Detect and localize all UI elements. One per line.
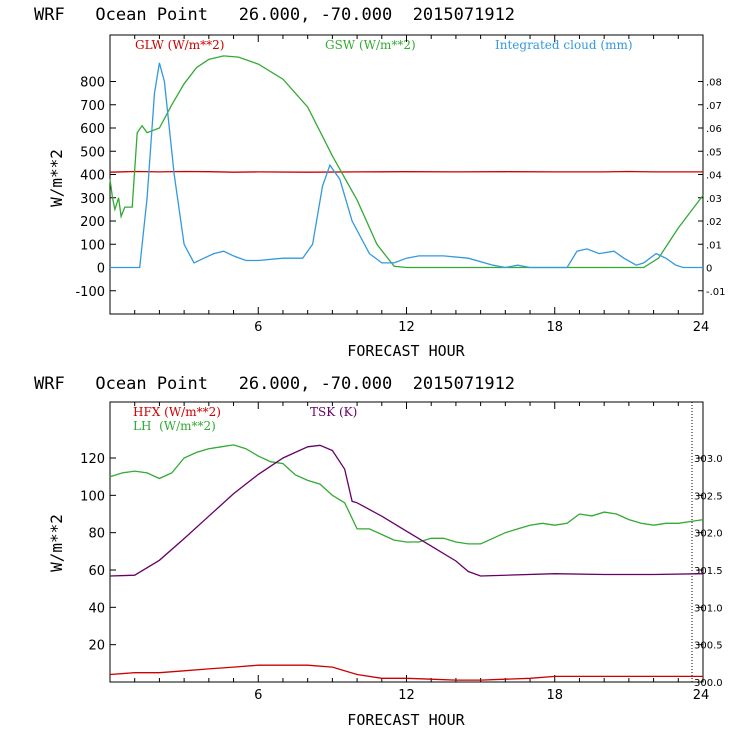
chart-1-y-tick-label: 300 [80, 192, 105, 207]
chart-1-legend-gsw: GSW (W/m**2) [325, 38, 416, 52]
chart-2-legend-lh: LH (W/m**2) [133, 419, 216, 433]
chart-1-y2-tick-label: .03 [706, 194, 722, 205]
chart-2-y-tick-label: 100 [80, 489, 105, 504]
chart-1-ticks: 6 12 18 24 -100 0 100 200 300 400 500 600 700 800 -.01… [75, 35, 726, 335]
chart-2-x-tick-label: 6 [254, 688, 262, 703]
chart-1-y-tick-label: 700 [80, 99, 105, 114]
chart-2-x-axis-label: FORECAST HOUR [347, 711, 465, 729]
chart-1-y-tick-label: -100 [75, 285, 105, 300]
chart-2-y-axis-label: W/m**2 [47, 514, 66, 572]
chart-1-series-glw-line [109, 170, 703, 173]
chart-1-y2-tick-label: .01 [706, 240, 722, 251]
chart-2-y-tick-label: 60 [88, 564, 105, 579]
chart-2-series-tsk-line [109, 444, 704, 577]
chart-2-y2-tick-label: 302.0 [694, 529, 723, 540]
chart-1-y-tick-label: 100 [80, 238, 105, 253]
chart-2-y-tick-label: 40 [88, 601, 105, 616]
chart-2-y2-tick-label: 300.5 [694, 641, 723, 652]
chart-1-y2-tick-label: .05 [706, 147, 722, 158]
chart-1-series [109, 55, 704, 269]
chart-2-y2-tick-label: 300.0 [694, 678, 723, 689]
chart-1-y2-tick-label: -.01 [706, 287, 726, 298]
chart-1-y-tick-label: 0 [97, 262, 105, 277]
chart-1-x-tick-label: 12 [398, 320, 415, 335]
chart-2-series-hfx-line [109, 664, 703, 681]
chart-1-series-integrated-line [110, 62, 703, 269]
chart-2-title: WRF Ocean Point 26.000, -70.000 20150719… [34, 374, 515, 394]
chart-1-y2-tick-label: .06 [706, 124, 722, 135]
chart-2-y2-tick-label: 301.5 [694, 566, 723, 577]
chart-2-y2-tick-label: 303.0 [694, 454, 723, 465]
chart-2-x-tick-label: 24 [693, 688, 710, 703]
chart-1-x-tick-label: 6 [254, 320, 262, 335]
chart-1-x-axis-label: FORECAST HOUR [347, 342, 465, 360]
chart-1-y-tick-label: 800 [80, 76, 105, 91]
chart-1-y-axis-label: W/m**2 [47, 149, 66, 207]
chart-1: WRF Ocean Point 26.000, -70.000 20150719… [34, 5, 726, 360]
chart-1-y-tick-label: 600 [80, 122, 105, 137]
chart-1-x-tick-label: 24 [693, 320, 710, 335]
chart-1-legend-glw: GLW (W/m**2) [135, 38, 224, 52]
chart-2-y-tick-label: 120 [80, 452, 105, 467]
chart-1-title: WRF Ocean Point 26.000, -70.000 20150719… [34, 5, 515, 25]
chart-2-x-tick-label: 12 [398, 688, 415, 703]
chart-1-y-tick-label: 500 [80, 145, 105, 160]
chart-1-legend-cloud: Integrated cloud (mm) [495, 38, 633, 52]
chart-1-y2-tick-label: .02 [706, 217, 722, 228]
chart-2-legend-hfx: HFX (W/m**2) [133, 405, 221, 419]
chart-2-y2-tick-label: 301.0 [694, 603, 723, 614]
chart-1-y2-tick-label: .07 [706, 101, 722, 112]
chart-1-plot-frame [109, 34, 704, 315]
chart-1-y2-tick-label: 0 [706, 264, 712, 275]
chart-2-series-lh-line [109, 444, 704, 545]
chart-2-y-tick-label: 20 [88, 639, 105, 654]
chart-1-x-tick-label: 18 [546, 320, 563, 335]
chart-2-x-tick-label: 18 [546, 688, 563, 703]
chart-1-y-tick-label: 200 [80, 215, 105, 230]
chart-2: WRF Ocean Point 26.000, -70.000 20150719… [34, 374, 723, 729]
chart-2-y2-tick-label: 302.5 [694, 491, 723, 502]
chart-2-series [109, 444, 704, 681]
chart-2-y-tick-label: 80 [88, 527, 105, 542]
chart-1-y2-tick-label: .08 [706, 78, 722, 89]
chart-1-series-gsw-line [109, 55, 704, 269]
chart-2-ticks: 6 12 18 24 20 40 60 80 100 120 300.0 300.5 301.0 301.… [80, 402, 723, 703]
chart-2-legend-tsk: TSK (K) [310, 405, 357, 419]
chart-1-y2-tick-label: .04 [706, 171, 722, 182]
chart-1-y-tick-label: 400 [80, 169, 105, 184]
